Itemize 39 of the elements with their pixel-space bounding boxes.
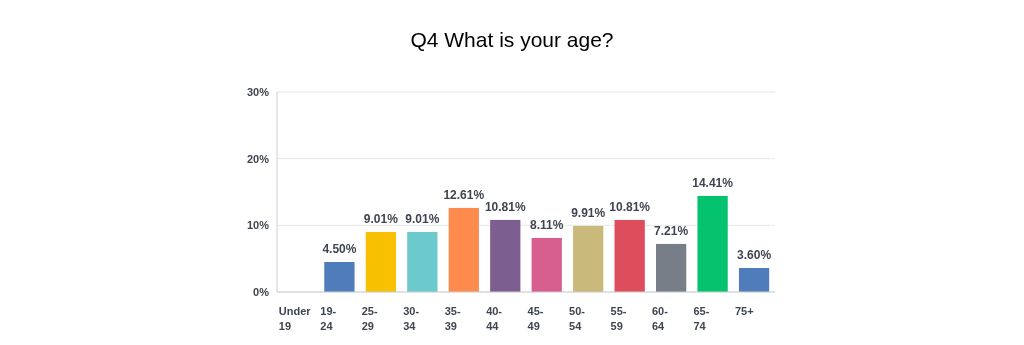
y-tick-label: 20%	[246, 152, 270, 165]
bar	[490, 219, 521, 292]
bar	[365, 231, 397, 292]
chart-title: Q4 What is your age?	[410, 28, 614, 51]
y-tick-label: 30%	[246, 85, 270, 98]
y-tick-label: 10%	[246, 219, 270, 232]
x-tick-label: 75+	[734, 305, 754, 317]
y-tick-label: 0%	[253, 285, 270, 298]
x-tick-label: 40-44	[486, 305, 503, 332]
data-label: 7.21%	[654, 223, 689, 238]
data-label: 10.81%	[609, 199, 651, 214]
bar	[573, 225, 604, 292]
x-tick-label: 30-34	[403, 305, 420, 332]
data-label: 10.81%	[484, 199, 526, 214]
bar	[531, 237, 562, 292]
bar	[407, 231, 438, 292]
x-tick-label: 50-54	[569, 305, 586, 332]
x-tick-label: Under 19	[278, 305, 312, 332]
x-tick-label: 65-74	[693, 305, 710, 332]
x-tick-label: 35-39	[444, 305, 461, 332]
bar	[448, 207, 479, 292]
x-tick-label: 55-59	[610, 305, 627, 332]
x-tick-label: 25-29	[361, 305, 378, 332]
data-label: 9.01%	[405, 211, 440, 226]
x-tick-label: 19-24	[320, 305, 337, 332]
bar	[324, 262, 355, 292]
data-label: 4.50%	[322, 242, 357, 256]
bar	[614, 219, 645, 292]
x-tick-label: 60-64	[651, 305, 669, 332]
data-label: 3.60%	[737, 248, 772, 262]
bar	[697, 195, 728, 292]
data-label: 14.41%	[692, 175, 734, 190]
bar	[655, 243, 687, 292]
data-label: 9.01%	[363, 211, 399, 226]
data-label: 12.61%	[443, 187, 485, 202]
data-label: 8.11%	[530, 217, 564, 232]
bar	[738, 268, 770, 292]
x-tick-label: 45-49	[527, 305, 544, 332]
data-label: 9.91%	[571, 205, 606, 220]
